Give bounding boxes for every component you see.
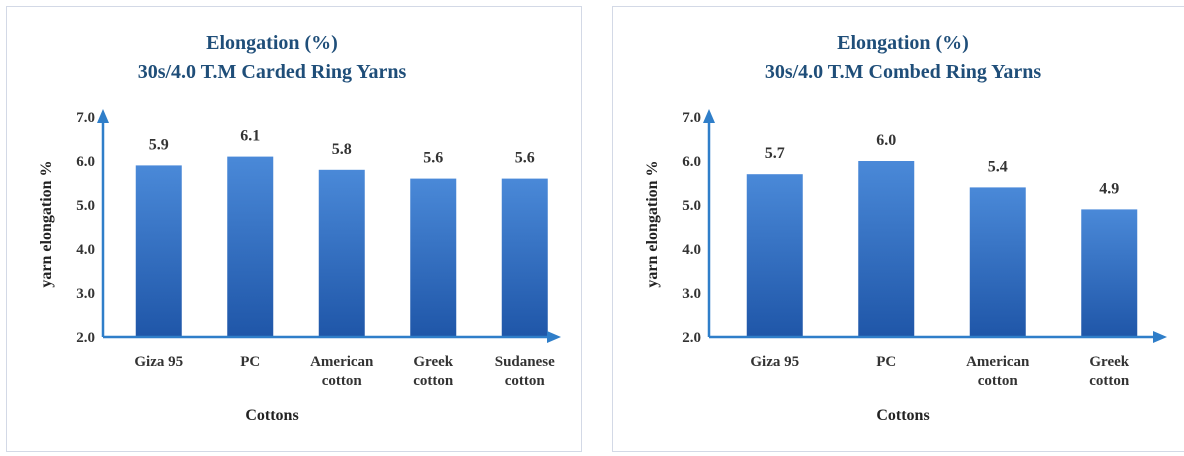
category-label: Giza 95: [134, 354, 183, 370]
x-axis-arrow: [547, 331, 561, 343]
category-label: Greek: [413, 354, 453, 370]
x-axis-arrow: [1153, 331, 1167, 343]
y-tick-label: 2.0: [76, 330, 95, 346]
y-tick-label: 3.0: [682, 286, 701, 302]
chart-combed: Elongation (%) 30s/4.0 T.M Combed Ring Ya…: [644, 32, 1167, 424]
category-label: PC: [240, 354, 260, 370]
chart-title-line-2: 30s/4.0 T.M Carded Ring Yarns: [138, 61, 407, 83]
bar-2: [318, 169, 365, 337]
chart-title-line-2: 30s/4.0 T.M Combed Ring Yarns: [765, 61, 1042, 83]
category-label: cotton: [413, 373, 454, 389]
chart-carded: Elongation (%) 30s/4.0 T.M Carded Ring Ya…: [38, 32, 561, 424]
data-label-2: 5.8: [332, 141, 352, 158]
y-axis-label: yarn elongation %: [644, 160, 661, 287]
y-tick-label: 6.0: [682, 154, 701, 170]
y-tick-label: 4.0: [682, 242, 701, 258]
chart-panel-carded: Elongation (%) 30s/4.0 T.M Carded Ring Ya…: [6, 6, 582, 452]
data-label-4: 5.6: [515, 150, 535, 167]
category-label: cotton: [505, 373, 546, 389]
data-label-3: 5.6: [423, 150, 443, 167]
bar-4: [501, 178, 548, 337]
y-tick-label: 7.0: [682, 110, 701, 126]
y-axis-label: yarn elongation %: [38, 160, 55, 287]
bar-1: [858, 161, 915, 337]
y-axis-arrow: [97, 109, 109, 123]
chart-title-line-1: Elongation (%): [837, 32, 969, 54]
bar-2: [969, 187, 1026, 337]
chart-panel-combed: Elongation (%) 30s/4.0 T.M Combed Ring Ya…: [612, 6, 1184, 452]
category-label: cotton: [978, 373, 1019, 389]
y-tick-label: 2.0: [682, 330, 701, 346]
data-label-1: 6.0: [876, 132, 896, 149]
category-label: PC: [876, 354, 896, 370]
category-label: American: [966, 354, 1030, 370]
x-axis-label: Cottons: [876, 407, 929, 424]
bar-0: [746, 174, 803, 337]
category-label: American: [310, 354, 374, 370]
y-tick-label: 4.0: [76, 242, 95, 258]
data-label-3: 4.9: [1099, 180, 1119, 197]
category-label: cotton: [322, 373, 363, 389]
category-label: Giza 95: [750, 354, 799, 370]
bar-3: [1081, 209, 1138, 337]
chart-title-line-1: Elongation (%): [206, 32, 338, 54]
x-axis-label: Cottons: [245, 407, 298, 424]
y-tick-label: 3.0: [76, 286, 95, 302]
y-axis-arrow: [703, 109, 715, 123]
data-label-0: 5.7: [765, 145, 785, 162]
data-label-2: 5.4: [988, 158, 1008, 175]
bar-1: [227, 156, 274, 337]
y-tick-label: 7.0: [76, 110, 95, 126]
category-label: Greek: [1089, 354, 1129, 370]
bar-3: [410, 178, 457, 337]
bar-0: [135, 165, 182, 337]
data-label-1: 6.1: [240, 128, 260, 145]
y-tick-label: 6.0: [76, 154, 95, 170]
category-label: cotton: [1089, 373, 1130, 389]
category-label: Sudanese: [495, 354, 555, 370]
y-tick-label: 5.0: [76, 198, 95, 214]
data-label-0: 5.9: [149, 136, 169, 153]
y-tick-label: 5.0: [682, 198, 701, 214]
